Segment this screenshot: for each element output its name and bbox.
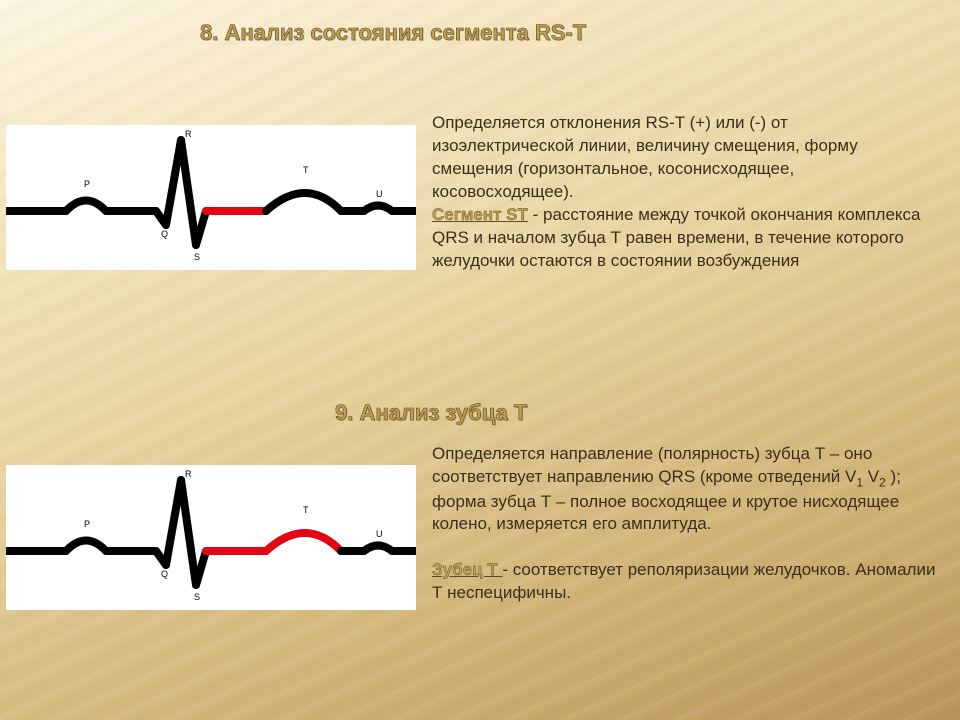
ecg-diagram-st-segment: P R Q S T U <box>6 125 416 270</box>
label-q: Q <box>161 569 168 579</box>
label-t: T <box>303 165 309 175</box>
text9-mid: V <box>863 467 879 486</box>
text9-p1: Определяется направление (полярность) зу… <box>432 444 872 486</box>
label-u: U <box>376 529 383 539</box>
section-8-text: Определяется отклонения RS-T (+) или (-)… <box>432 112 932 273</box>
text9-p2: - соответствует реполяризации желудочков… <box>432 560 935 602</box>
section-8-title: 8. Анализ состояния сегмента RS-T <box>200 20 586 46</box>
ecg-svg-8: P R Q S T U <box>6 125 416 270</box>
label-s: S <box>194 592 200 602</box>
label-t: T <box>303 505 309 515</box>
label-r: R <box>185 129 192 139</box>
section-9-text: Определяется направление (полярность) зу… <box>432 443 937 605</box>
ecg-diagram-t-wave: P R Q S T U <box>6 465 416 610</box>
text9-v2: 2 <box>879 475 886 489</box>
label-u: U <box>376 189 383 199</box>
label-q: Q <box>161 229 168 239</box>
section-9-title: 9. Анализ зубца Т <box>335 400 527 426</box>
segment-st-label: Сегмент ST <box>432 205 528 224</box>
ecg-svg-9: P R Q S T U <box>6 465 416 610</box>
zubec-t-label: Зубец Т <box>432 560 502 579</box>
label-p: P <box>84 179 90 189</box>
label-p: P <box>84 519 90 529</box>
text8-p1: Определяется отклонения RS-T (+) или (-)… <box>432 113 858 201</box>
label-r: R <box>185 469 192 479</box>
label-s: S <box>194 252 200 262</box>
